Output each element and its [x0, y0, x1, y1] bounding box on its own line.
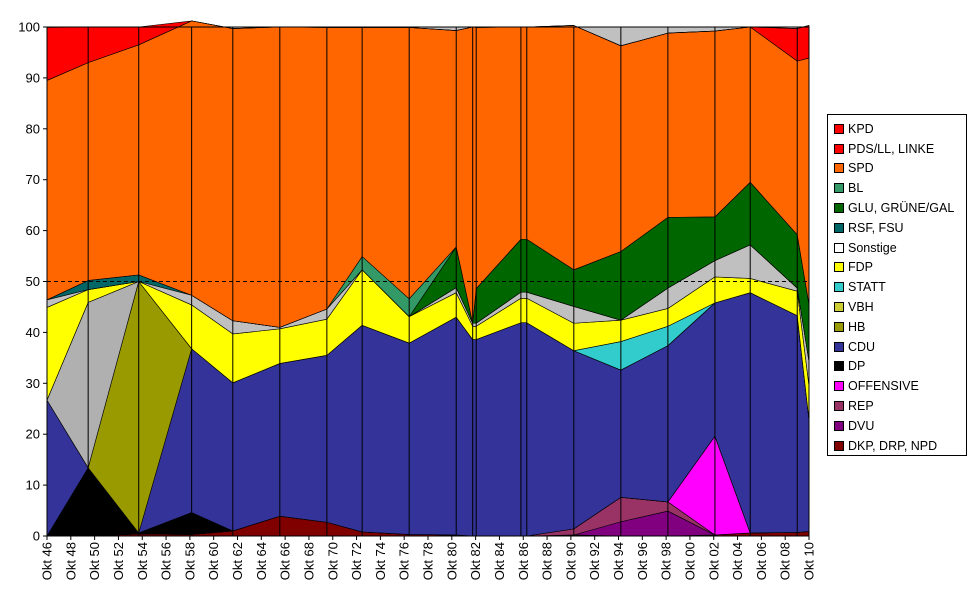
- x-tick-label: Okt 46: [40, 542, 55, 580]
- legend-label: VBH: [848, 300, 874, 315]
- legend-item: BL: [834, 178, 966, 198]
- x-tick-label: Okt 68: [301, 542, 316, 580]
- legend-item: KPD: [834, 119, 966, 139]
- legend-swatch: [834, 242, 844, 253]
- legend-label: STATT: [848, 280, 886, 295]
- x-tick-label: Okt 94: [611, 542, 626, 580]
- legend-item: HB: [834, 317, 966, 337]
- y-tick-label: 20: [26, 427, 40, 442]
- legend-item: FDP: [834, 258, 966, 278]
- legend-swatch: [834, 341, 844, 352]
- x-tick-label: Okt 66: [278, 542, 293, 580]
- x-tick-label: Okt 76: [397, 542, 412, 580]
- legend-label: REP: [848, 399, 874, 414]
- legend-label: BL: [848, 181, 864, 196]
- legend-swatch: [834, 302, 844, 313]
- x-tick-label: Okt 06: [754, 542, 769, 580]
- x-tick-label: Okt 88: [540, 542, 555, 580]
- legend-label: DP: [848, 359, 866, 374]
- x-tick-label: Okt 96: [635, 542, 650, 580]
- y-tick-label: 80: [26, 121, 40, 136]
- x-tick-label: Okt 80: [444, 542, 459, 580]
- legend-label: PDS/LL, LINKE: [848, 141, 935, 156]
- legend-item: OFFENSIVE: [834, 376, 966, 396]
- legend-item: PDS/LL, LINKE: [834, 139, 966, 159]
- legend-item: DKP, DRP, NPD: [834, 436, 966, 456]
- legend-label: SPD: [848, 161, 874, 176]
- x-tick-label: Okt 70: [325, 542, 340, 580]
- legend-label: RSF, FSU: [848, 220, 904, 235]
- legend-swatch: [834, 143, 844, 154]
- y-tick-label: 60: [26, 223, 40, 238]
- legend-item: DP: [834, 357, 966, 377]
- legend-label: DVU: [848, 418, 875, 433]
- legend-swatch: [834, 321, 844, 332]
- legend-item: Sonstige: [834, 238, 966, 258]
- x-tick-label: Okt 90: [563, 542, 578, 580]
- legend-swatch: [834, 381, 844, 392]
- x-tick-label: Okt 50: [87, 542, 102, 580]
- y-tick-label: 30: [26, 376, 40, 391]
- legend: KPD PDS/LL, LINKE SPD BL GLU, GRÜNE/GAL RSF, …: [827, 114, 967, 456]
- legend-swatch: [834, 183, 844, 194]
- x-tick-label: Okt 84: [492, 542, 507, 580]
- legend-label: FDP: [848, 260, 873, 275]
- legend-item: SPD: [834, 159, 966, 179]
- legend-item: RSF, FSU: [834, 218, 966, 238]
- legend-label: HB: [848, 319, 866, 334]
- x-tick-label: Okt 56: [159, 542, 174, 580]
- legend-swatch: [834, 222, 844, 233]
- legend-label: CDU: [848, 339, 876, 354]
- legend-item: CDU: [834, 337, 966, 357]
- x-tick-label: Okt 78: [421, 542, 436, 580]
- y-tick-label: 40: [26, 325, 40, 340]
- x-tick-label: Okt 82: [468, 542, 483, 580]
- x-tick-label: Okt 98: [659, 542, 674, 580]
- legend-swatch: [834, 401, 844, 412]
- x-tick-label: Okt 10: [802, 542, 817, 580]
- legend-swatch: [834, 440, 844, 451]
- x-tick-label: Okt 08: [778, 542, 793, 580]
- legend-label: KPD: [848, 121, 874, 136]
- legend-item: DVU: [834, 416, 966, 436]
- x-tick-label: Okt 52: [111, 542, 126, 580]
- y-tick-label: 100: [18, 20, 40, 35]
- x-tick-label: Okt 58: [182, 542, 197, 580]
- legend-swatch: [834, 420, 844, 431]
- y-tick-label: 70: [26, 172, 40, 187]
- y-tick-label: 10: [26, 478, 40, 493]
- y-tick-label: 0: [33, 529, 40, 544]
- legend-swatch: [834, 361, 844, 372]
- x-tick-label: Okt 48: [63, 542, 78, 580]
- legend-label: Sonstige: [848, 240, 897, 255]
- legend-label: GLU, GRÜNE/GAL: [848, 201, 955, 216]
- x-tick-label: Okt 74: [373, 542, 388, 580]
- x-tick-label: Okt 86: [516, 542, 531, 580]
- legend-swatch: [834, 123, 844, 134]
- legend-item: GLU, GRÜNE/GAL: [834, 198, 966, 218]
- legend-label: DKP, DRP, NPD: [848, 438, 938, 453]
- x-tick-label: Okt 60: [206, 542, 221, 580]
- legend-swatch: [834, 203, 844, 214]
- x-tick-label: Okt 62: [230, 542, 245, 580]
- x-tick-label: Okt 72: [349, 542, 364, 580]
- y-tick-label: 90: [26, 70, 40, 85]
- x-tick-label: Okt 02: [706, 542, 721, 580]
- x-tick-label: Okt 54: [135, 542, 150, 580]
- legend-label: OFFENSIVE: [848, 379, 919, 394]
- legend-item: VBH: [834, 297, 966, 317]
- legend-swatch: [834, 282, 844, 293]
- legend-item: STATT: [834, 277, 966, 297]
- x-tick-label: Okt 92: [587, 542, 602, 580]
- x-tick-label: Okt 64: [254, 542, 269, 580]
- x-tick-label: Okt 04: [730, 542, 745, 580]
- legend-swatch: [834, 163, 844, 174]
- legend-swatch: [834, 262, 844, 273]
- legend-item: REP: [834, 396, 966, 416]
- y-tick-label: 50: [26, 274, 40, 289]
- x-tick-label: Okt 00: [682, 542, 697, 580]
